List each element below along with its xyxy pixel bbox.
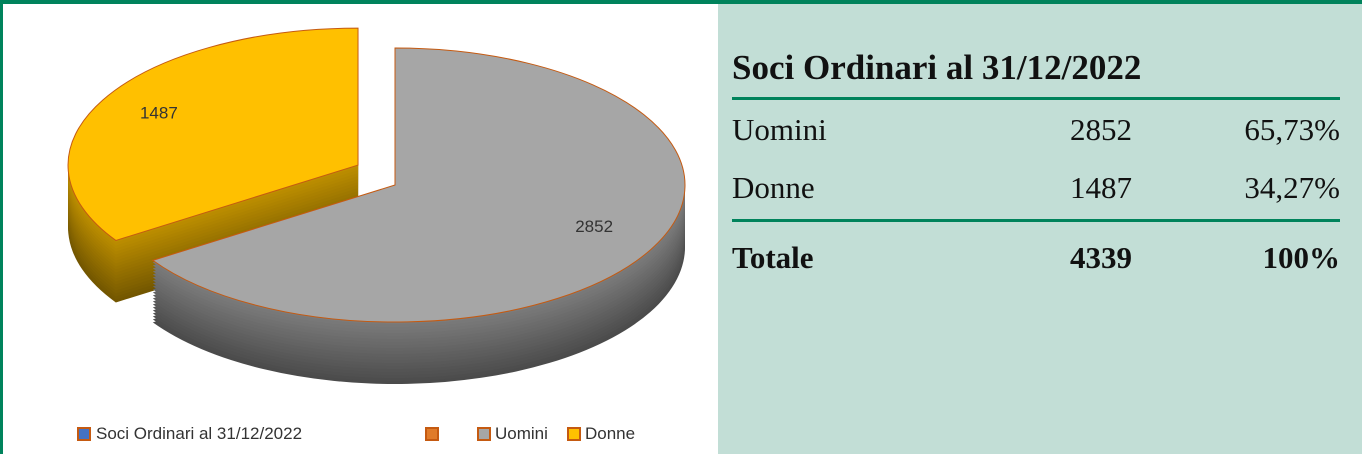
table-cell: 4339 [1070,240,1132,275]
data-label: 1487 [140,103,178,122]
chart: Soci Ordinari al 31/12/2022 2852 1487 Uomi… [67,27,686,443]
table-cell: Totale [732,240,814,275]
table-title: Soci Ordinari al 31/12/2022 [732,48,1142,87]
table-cell: 1487 [1070,170,1132,205]
table-cell: Donne [732,170,815,205]
legend-label: Donne [585,424,635,443]
legend-swatch [567,427,581,441]
table-cell: Uomini [732,112,827,147]
legend-swatch [425,427,439,441]
table-cell: 34,27% [1244,170,1340,205]
legend-label: Soci Ordinari al 31/12/2022 [96,424,302,443]
rule [732,97,1340,100]
table-cell: 2852 [1070,112,1132,147]
data-label: 2852 [575,217,613,236]
table-panel: Soci Ordinari al 31/12/2022 Uomini 2852 65… [718,4,1362,454]
table-cell: 65,73% [1244,112,1340,147]
legend-label: Uomini [495,424,548,443]
slice [151,47,686,323]
table-cell: 100% [1262,240,1341,275]
slice [67,27,359,241]
legend-swatch [477,427,491,441]
legend-swatch [77,427,91,441]
rule [732,219,1340,222]
